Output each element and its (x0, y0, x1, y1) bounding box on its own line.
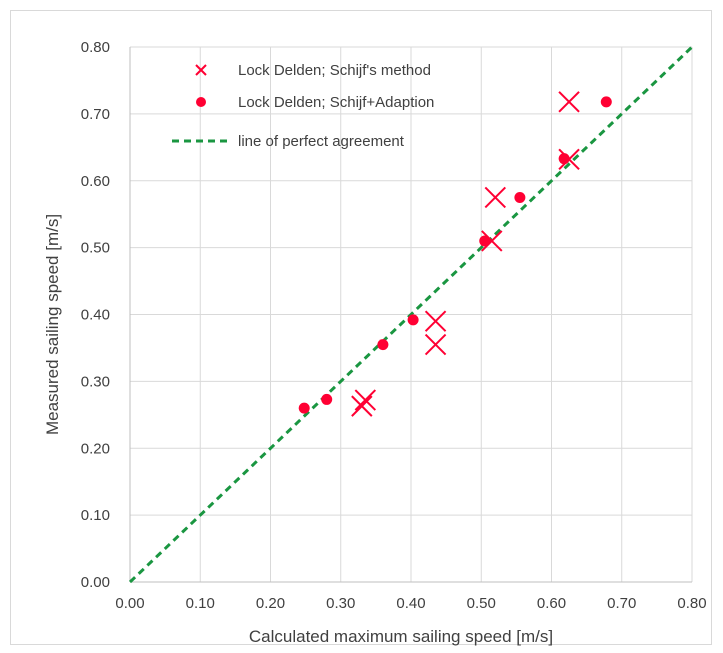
legend-item-perfect-agreement: line of perfect agreement (172, 133, 405, 150)
legend-dot-glyph (196, 97, 206, 107)
x-tick-label: 0.70 (607, 595, 636, 612)
y-axis-title: Measured sailing speed [m/s] (43, 214, 62, 435)
y-tick-label: 0.60 (81, 173, 110, 190)
data-series (128, 45, 694, 584)
perfect-agreement-line (128, 45, 694, 584)
x-axis-title: Calculated maximum sailing speed [m/s] (249, 627, 553, 646)
x-tick-label: 0.20 (256, 595, 285, 612)
legend-label: Lock Delden; Schijf's method (238, 62, 431, 79)
y-tick-label: 0.80 (81, 39, 110, 56)
data-point-schijf-method (424, 310, 447, 332)
x-marker-stroke (351, 395, 373, 417)
x-marker-stroke (195, 64, 207, 76)
gridlines (129, 46, 693, 583)
x-tick-labels: 0.00 0.10 0.20 0.30 0.40 0.50 0.60 0.70 0.80 (115, 595, 706, 612)
legend-x-marker (195, 64, 207, 76)
data-point-adaption (479, 235, 491, 247)
x-marker-stroke (484, 186, 507, 209)
y-tick-labels: 0.00 0.10 0.20 0.30 0.40 0.50 0.60 0.70 0.80 (81, 39, 110, 591)
x-tick-label: 0.60 (537, 595, 566, 612)
y-tick-label: 0.50 (81, 240, 110, 257)
data-point-schijf-method (558, 91, 580, 113)
axes (129, 47, 692, 583)
data-point-adaption (407, 314, 419, 326)
x-marker-stroke (424, 310, 447, 332)
legend-x-glyph (195, 64, 207, 76)
y-tick-label: 0.70 (81, 106, 110, 123)
legend-label: Lock Delden; Schijf+Adaption (238, 94, 434, 111)
data-point-schijf-method (481, 230, 503, 252)
x-tick-label: 0.50 (467, 595, 496, 612)
x-marker-stroke (424, 333, 447, 356)
x-marker-stroke (481, 230, 503, 252)
x-tick-label: 0.30 (326, 595, 355, 612)
data-point-adaption (514, 191, 526, 203)
data-point-adaption (377, 339, 389, 351)
data-point-adaption (558, 153, 570, 165)
data-point-schijf-method (354, 389, 377, 411)
legend-label: line of perfect agreement (238, 133, 405, 150)
x-marker-stroke (354, 389, 377, 411)
x-tick-label: 0.40 (396, 595, 425, 612)
x-marker-stroke (558, 91, 580, 113)
y-tick-label: 0.10 (81, 507, 110, 524)
y-tick-label: 0.30 (81, 373, 110, 390)
x-tick-label: 0.80 (677, 595, 706, 612)
x-tick-label: 0.00 (115, 595, 144, 612)
legend-dot-marker (196, 97, 206, 107)
legend-item-schijf-adaption: Lock Delden; Schijf+Adaption (196, 94, 434, 111)
y-tick-label: 0.00 (81, 574, 110, 591)
legend-item-schijf-method: Lock Delden; Schijf's method (195, 62, 431, 79)
legend: Lock Delden; Schijf's method Lock Delden… (172, 62, 434, 150)
y-tick-label: 0.20 (81, 440, 110, 457)
data-point-adaption (298, 402, 310, 414)
data-point-schijf-method (351, 395, 373, 417)
data-point-adaption (321, 393, 333, 405)
y-tick-label: 0.40 (81, 307, 110, 324)
data-point-schijf-method (424, 333, 447, 356)
data-point-adaption (600, 96, 612, 108)
x-tick-label: 0.10 (186, 595, 215, 612)
data-point-schijf-method (484, 186, 507, 209)
